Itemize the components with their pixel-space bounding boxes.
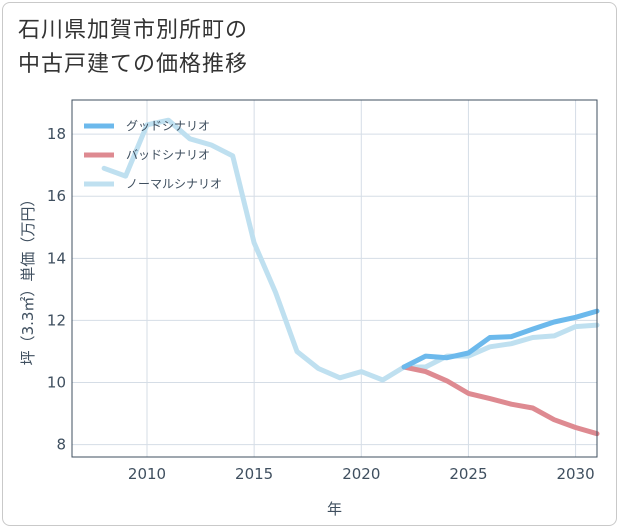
y-tick-label: 8	[56, 436, 66, 454]
chart-card	[2, 2, 617, 526]
chart-title: 石川県加賀市別所町の 中古戸建ての価格推移	[18, 14, 538, 82]
x-tick-label: 2015	[235, 465, 273, 483]
series-lines	[101, 117, 600, 437]
y-tick-label: 16	[47, 187, 66, 205]
series-line-1	[401, 364, 600, 437]
x-tick-label: 2020	[342, 465, 380, 483]
x-tick-label: 2025	[449, 465, 487, 483]
legend-label-2: ノーマルシナリオ	[126, 177, 222, 191]
series-line-0	[401, 308, 600, 370]
y-tick-label: 18	[47, 125, 66, 143]
y-tick-label: 10	[47, 373, 66, 391]
y-axis-title: 坪（3.3㎡）単価（万円）	[19, 192, 37, 366]
y-tick-label: 12	[47, 311, 66, 329]
axes: 2010 2015 2020 2025 2030 8 10 12 14 16 18 年 坪（3.3㎡）単…	[19, 99, 598, 518]
legend-label-0: グッドシナリオ	[126, 119, 210, 133]
x-tick-label: 2030	[556, 465, 594, 483]
grid	[72, 100, 597, 457]
title-line-1: 石川県加賀市別所町の	[18, 18, 249, 43]
plot-frame	[71, 99, 598, 458]
title-line-2: 中古戸建ての価格推移	[18, 52, 249, 77]
series-line-2	[101, 117, 600, 383]
legend-label-1: バッドシナリオ	[126, 148, 210, 162]
x-tick-label: 2010	[128, 465, 166, 483]
x-axis-title: 年	[327, 500, 342, 518]
y-tick-label: 14	[47, 249, 66, 267]
